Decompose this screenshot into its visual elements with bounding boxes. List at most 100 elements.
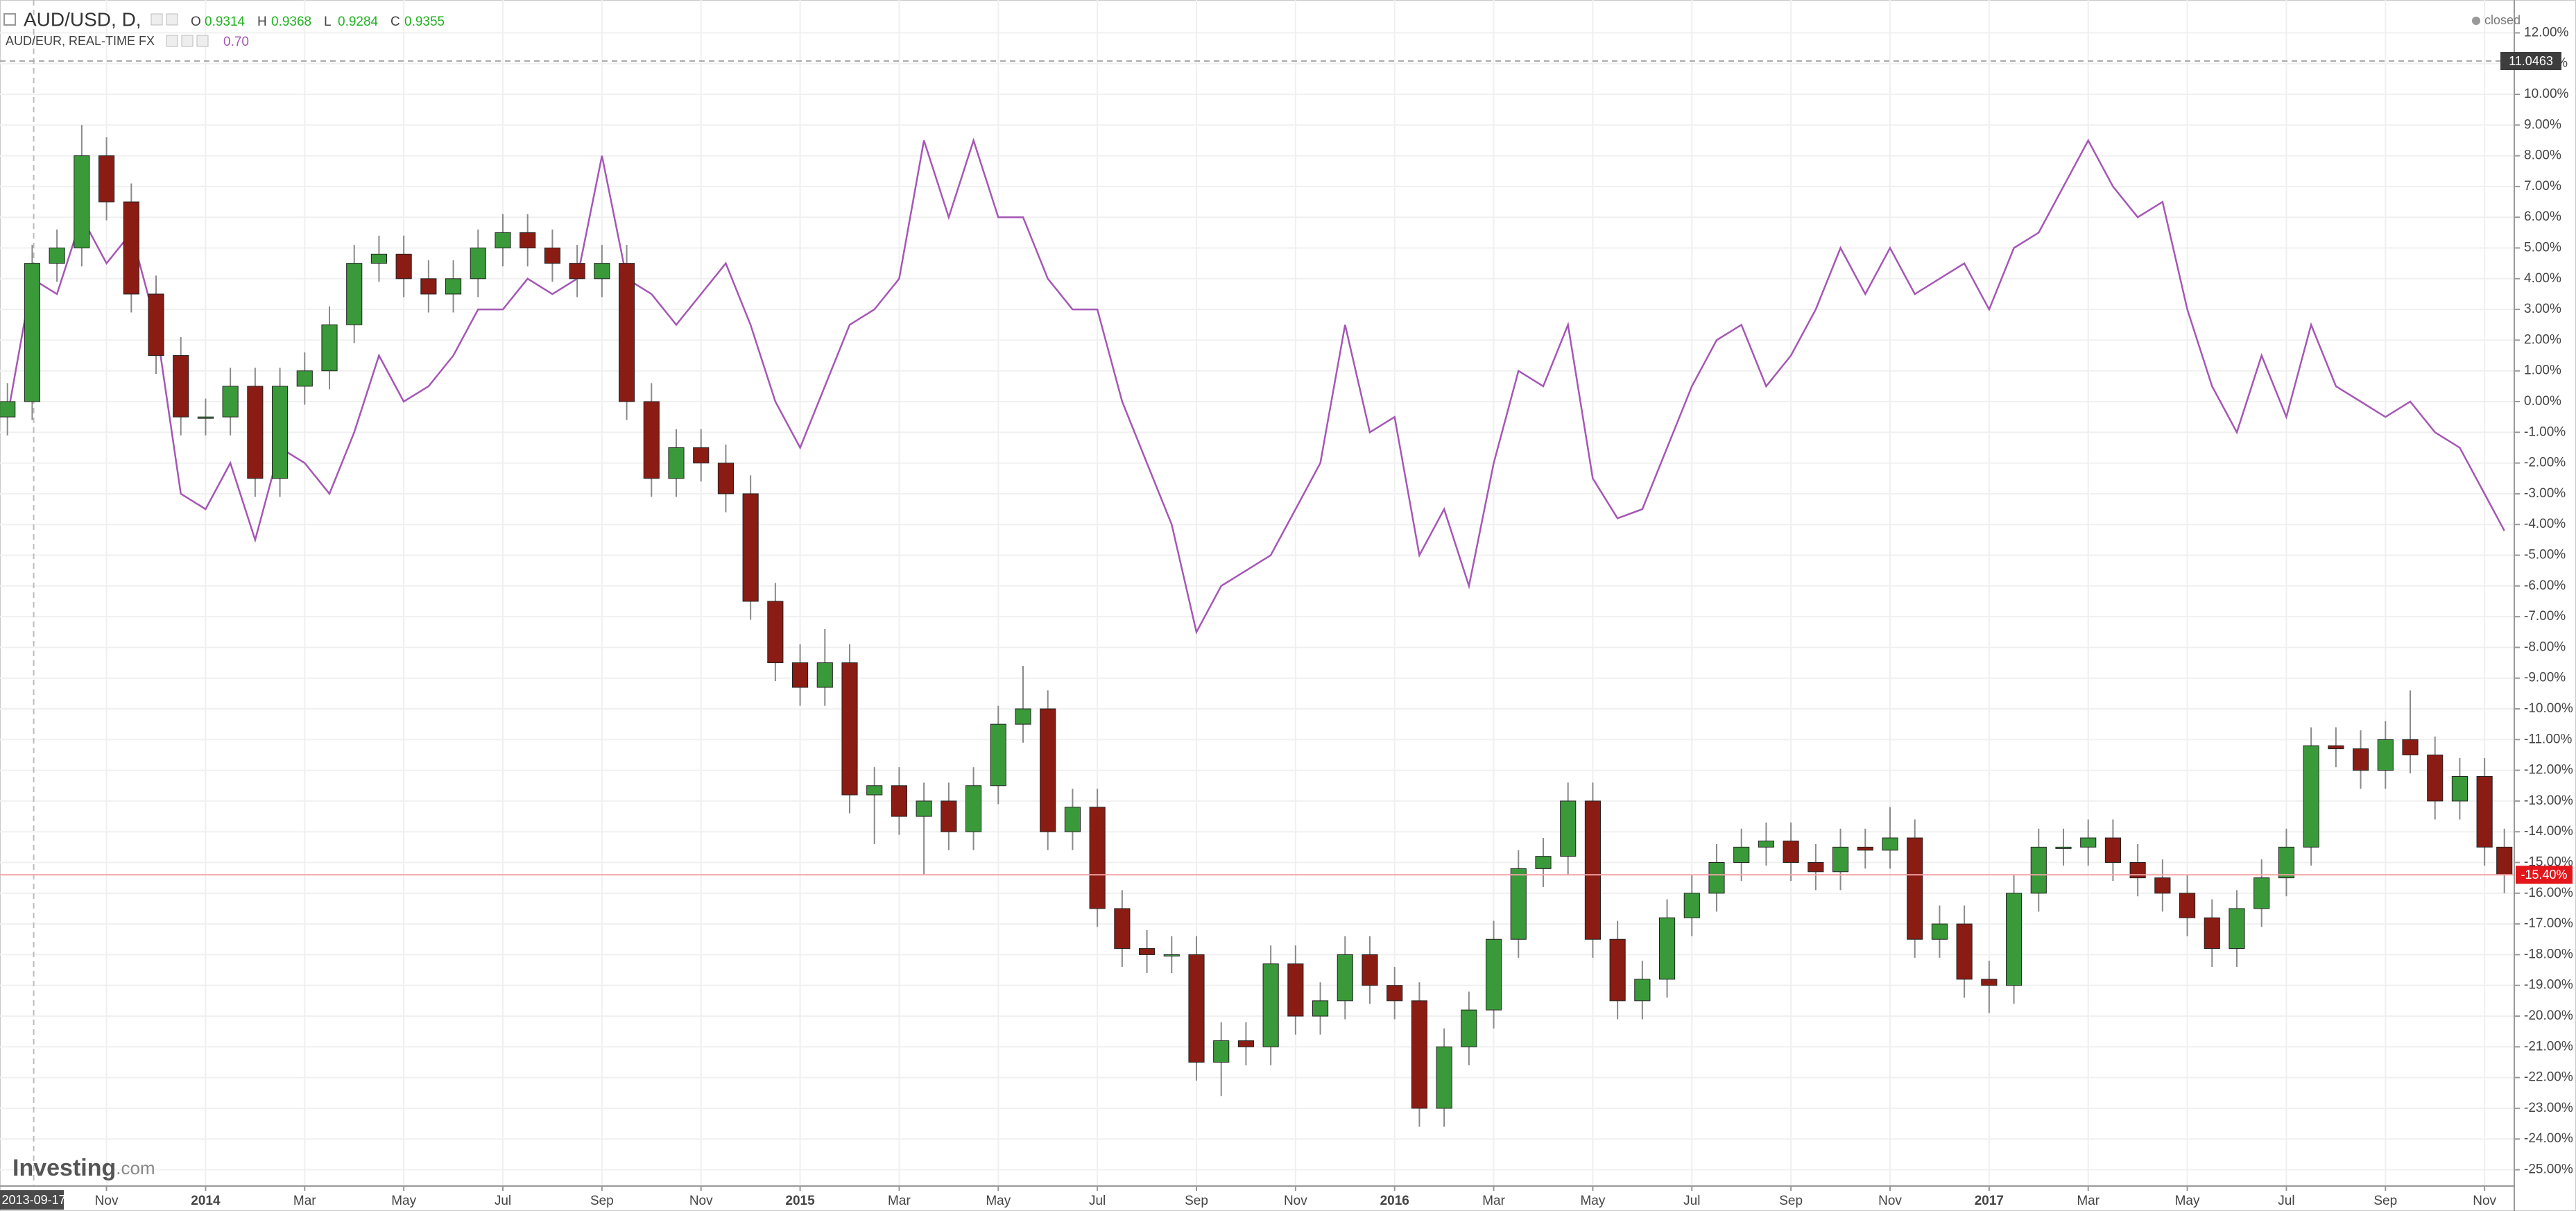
x-tick-label: Mar [888,1194,911,1208]
y-tick-label: -2.00% [2524,456,2566,470]
y-tick-label: -19.00% [2524,978,2573,993]
y-tick-label: -4.00% [2524,517,2566,531]
candle-body [520,232,536,249]
candle-body [148,293,164,357]
candle-body [941,800,957,832]
candle-body [619,263,635,402]
candle-body [866,785,883,796]
candle-body [693,447,710,464]
watermark-brand: Investing [12,1155,116,1181]
legend-button[interactable] [196,35,209,47]
y-tick-label: 1.00% [2524,363,2561,378]
y-tick-label: -23.00% [2524,1101,2573,1115]
candle-body [1015,708,1031,725]
candle-body [594,263,610,280]
candle-body [1708,862,1725,894]
candle-body [1832,846,1849,873]
x-tick-label: May [2175,1194,2200,1208]
top-marker-label: 11.0463 [2509,54,2553,68]
candle-body [1584,800,1602,940]
x-tick-label: May [986,1194,1011,1208]
candle-body [1758,841,1775,848]
x-tick-label: Sep [1779,1194,1803,1208]
x-tick-label: 2014 [191,1194,221,1208]
candle-body [495,232,511,249]
legend-button[interactable] [166,35,178,47]
candle-body [98,155,115,203]
candle-body [74,155,90,249]
ohlc-key: H [257,15,267,29]
y-tick-label: 9.00% [2524,117,2561,132]
candle-body [1188,954,1205,1063]
candle-body [1683,893,1700,918]
candle-body [420,278,437,295]
ohlc-value: 0.9314 [205,15,246,29]
candle-body [2451,775,2468,802]
x-tick-label: Mar [2077,1194,2100,1208]
candle-body [1609,938,1626,1002]
y-tick-label: -6.00% [2524,578,2566,593]
legend-button[interactable] [166,13,178,26]
y-tick-label: -13.00% [2524,793,2573,808]
candle-body [24,263,40,402]
candle-body [2030,846,2047,894]
candle-body [544,248,560,264]
y-tick-label: -1.00% [2524,424,2566,439]
candle-body [1535,856,1552,869]
candle-body [990,723,1006,787]
y-tick-label: -24.00% [2524,1131,2573,1146]
candle-body [2427,754,2444,802]
x-tick-label: 2017 [1975,1194,2004,1208]
candle-body [1362,954,1378,986]
candle-body [1386,985,1403,1002]
y-tick-label: 3.00% [2524,302,2561,316]
y-tick-label: 6.00% [2524,209,2561,224]
status-dot [2472,17,2480,25]
candle-body [1040,708,1056,832]
last-value-box [2516,866,2573,884]
candle-body [1237,1040,1255,1047]
candle-body [1560,800,1577,857]
candle-body [1089,807,1106,909]
ohlc-value: 0.9284 [338,15,379,29]
ohlc-value: 0.9368 [271,15,311,29]
candle-body [1139,948,1156,955]
candle-body [2006,893,2023,986]
candle-body [1956,923,1973,980]
candle-body [1857,846,1873,851]
x-tick-label: Nov [1284,1194,1307,1208]
candle-body [1461,1009,1477,1047]
y-tick-label: -17.00% [2524,916,2573,931]
candle-body [2204,917,2220,950]
candle-body [2253,877,2270,909]
y-tick-label: -5.00% [2524,548,2566,562]
market-status: closed [2484,13,2521,27]
y-tick-label: -3.00% [2524,486,2566,501]
x-tick-label: Mar [1482,1194,1505,1208]
candle-body [1783,841,1799,864]
candle-body [2229,908,2245,950]
candle-body [0,401,16,418]
legend-overlay: AUD/EUR, REAL-TIME FX [6,34,155,48]
y-tick-label: 4.00% [2524,271,2561,286]
candle-body [321,324,338,372]
top-marker-box [2500,52,2561,70]
y-tick-label: 10.00% [2524,87,2569,101]
candle-body [1114,908,1131,950]
x-tick-label: Nov [2473,1194,2496,1208]
candle-body [569,263,585,280]
candle-body [792,662,809,688]
y-tick-label: -20.00% [2524,1008,2573,1023]
candle-body [2303,745,2319,848]
legend-button[interactable] [181,35,194,47]
candle-body [2104,837,2122,864]
ohlc-value: 0.9355 [404,15,445,29]
candle-body [2328,745,2344,750]
x-tick-label: Nov [95,1194,119,1208]
candle-body [1733,846,1750,864]
candle-body [2476,775,2493,848]
y-tick-label: 12.00% [2524,25,2569,40]
x-tick-label: Jul [2278,1194,2294,1208]
legend-button[interactable] [151,13,163,26]
